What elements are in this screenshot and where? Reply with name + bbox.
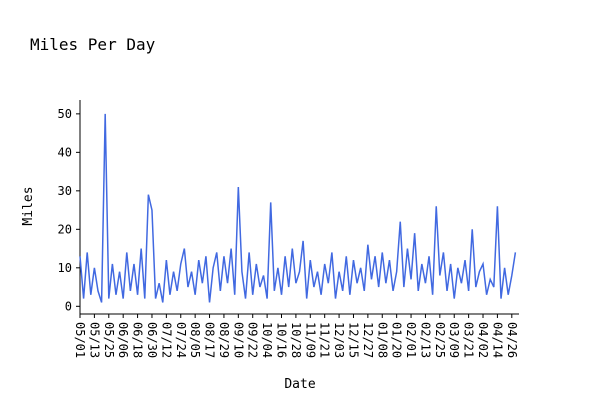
x-tick-label: 12/27 (361, 322, 375, 358)
data-line (79, 113, 517, 303)
x-tick-label: 03/21 (462, 322, 476, 358)
x-tick-label: 05/25 (102, 322, 116, 358)
x-tick-label: 09/22 (246, 322, 260, 358)
x-tick-label: 07/24 (174, 322, 188, 358)
y-tick-label: 30 (58, 184, 72, 198)
x-tick-label: 10/28 (289, 322, 303, 358)
y-tick-label: 50 (58, 107, 72, 121)
x-tick-label: 04/14 (490, 322, 504, 358)
x-tick-label: 02/13 (418, 322, 432, 358)
y-tick-label: 20 (58, 222, 72, 236)
x-tick-label: 05/01 (73, 322, 87, 358)
x-tick-label: 09/10 (231, 322, 245, 358)
x-tick-label: 06/18 (131, 322, 145, 358)
x-tick-label: 11/21 (318, 322, 332, 358)
x-axis-title: Date (284, 377, 315, 392)
x-tick-label: 12/03 (332, 322, 346, 358)
x-tick-label: 04/02 (476, 322, 490, 358)
x-tick-label: 08/17 (203, 322, 217, 358)
chart-title: Miles Per Day (30, 35, 156, 54)
x-tick-label: 06/06 (116, 322, 130, 358)
y-tick-label: 40 (58, 145, 72, 159)
x-tick-label: 03/09 (447, 322, 461, 358)
x-tick-label: 02/25 (433, 322, 447, 358)
y-tick-label: 0 (65, 299, 72, 313)
x-tick-label: 08/29 (217, 322, 231, 358)
x-tick-label: 12/15 (346, 322, 360, 358)
y-tick-label: 10 (58, 261, 72, 275)
x-tick-label: 01/08 (375, 322, 389, 358)
x-tick-label: 01/20 (390, 322, 404, 358)
x-tick-label: 04/26 (505, 322, 519, 358)
x-tick-label: 11/09 (303, 322, 317, 358)
x-tick-label: 02/01 (404, 322, 418, 358)
x-tick-label: 10/04 (260, 322, 274, 358)
x-tick-label: 08/05 (188, 322, 202, 358)
y-axis-title: Miles (21, 186, 36, 225)
x-tick-label: 05/13 (87, 322, 101, 358)
x-tick-label: 10/16 (275, 322, 289, 358)
x-tick-label: 06/30 (145, 322, 159, 358)
x-tick-label: 07/12 (159, 322, 173, 358)
